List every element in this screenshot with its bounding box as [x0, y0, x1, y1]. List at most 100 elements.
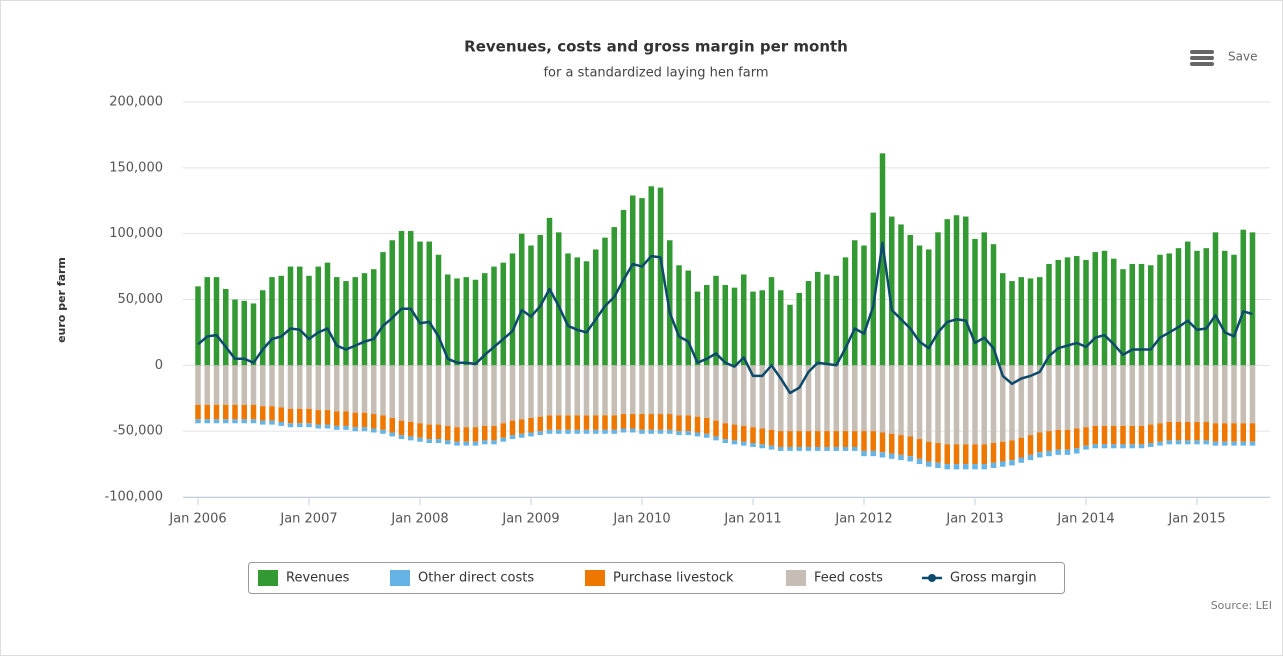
bar [926, 441, 932, 462]
chart-subtitle: for a standardized laying hen farm [543, 66, 768, 81]
bar [343, 281, 349, 366]
bar [528, 418, 534, 433]
bar [741, 441, 747, 446]
bar [833, 446, 839, 451]
bar [1203, 440, 1209, 445]
bar [1249, 232, 1256, 366]
bar [297, 423, 303, 428]
bar [1194, 421, 1200, 441]
bar [694, 416, 701, 433]
bar [398, 365, 405, 421]
bar [426, 365, 432, 425]
bar [657, 365, 664, 415]
bar [981, 464, 987, 470]
x-tick-label: Jan 2012 [834, 512, 892, 527]
bar [250, 303, 257, 366]
bar [1148, 424, 1154, 444]
bar [759, 444, 765, 449]
bar [297, 266, 303, 366]
bar [944, 464, 950, 470]
bar [556, 232, 562, 366]
bar [528, 245, 534, 366]
bar [408, 421, 414, 437]
bar [1231, 365, 1237, 424]
bar [990, 443, 997, 463]
bar [287, 365, 294, 409]
bar [861, 450, 867, 457]
bar [953, 215, 960, 366]
bar [500, 423, 506, 438]
bar [685, 415, 691, 432]
bar [778, 365, 784, 432]
bar [870, 365, 876, 432]
bar [1083, 260, 1089, 366]
menu-icon [1190, 56, 1214, 60]
x-tick-label: Jan 2006 [168, 512, 226, 527]
bar [676, 415, 682, 432]
legend-label: Gross margin [950, 571, 1037, 586]
bar [805, 431, 812, 447]
bar [1037, 277, 1043, 366]
bar [1101, 444, 1108, 449]
bar [463, 277, 469, 366]
bar [509, 420, 516, 436]
bar [963, 464, 969, 470]
bar [269, 406, 275, 421]
bar [972, 238, 978, 366]
bar [334, 425, 340, 430]
bar [1000, 441, 1006, 462]
bar [1027, 278, 1034, 366]
bar [398, 420, 405, 436]
bar [1027, 454, 1034, 461]
bar [796, 446, 802, 451]
bar [787, 365, 793, 432]
bar [1166, 365, 1172, 422]
bar [361, 412, 368, 428]
legend-swatch [390, 570, 410, 586]
bar [398, 231, 405, 366]
bar [482, 365, 488, 426]
bar [639, 414, 645, 430]
bar [1111, 258, 1117, 366]
bar [1129, 365, 1135, 426]
bar [223, 419, 229, 424]
bar [1074, 448, 1080, 454]
bar [815, 446, 821, 451]
bar [537, 416, 543, 432]
bar [916, 365, 923, 440]
bar [852, 431, 858, 447]
bar [583, 429, 590, 434]
bar [676, 365, 682, 416]
bar [574, 415, 580, 430]
bar [306, 423, 312, 428]
bar [287, 408, 294, 424]
bar [315, 365, 321, 411]
bar [204, 419, 210, 424]
bar [1249, 441, 1256, 446]
y-tick-label: -100,000 [105, 490, 163, 505]
bar [861, 365, 867, 432]
menu-icon [1190, 62, 1214, 66]
bar [380, 365, 386, 416]
bar [1222, 423, 1228, 442]
bar [1055, 260, 1061, 366]
bar [861, 431, 867, 451]
bar [232, 419, 238, 424]
bar [1074, 256, 1080, 366]
bar [602, 429, 608, 434]
bar [778, 446, 784, 451]
bar [889, 365, 895, 434]
bar [583, 415, 590, 430]
bar [602, 365, 608, 416]
bar [861, 245, 867, 366]
bar [509, 435, 516, 440]
bar [389, 432, 395, 437]
bar [1120, 444, 1126, 449]
save-button[interactable]: Save [1190, 50, 1257, 67]
y-tick-label: 0 [155, 358, 163, 373]
y-tick-label: -50,000 [113, 424, 163, 439]
bar [1064, 429, 1071, 450]
bar [472, 427, 479, 442]
bar [1175, 365, 1182, 422]
bar [611, 365, 617, 416]
